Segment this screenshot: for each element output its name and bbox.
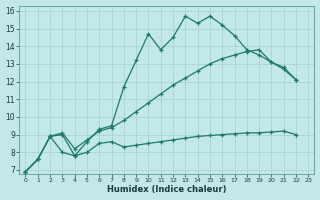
X-axis label: Humidex (Indice chaleur): Humidex (Indice chaleur) <box>107 185 227 194</box>
